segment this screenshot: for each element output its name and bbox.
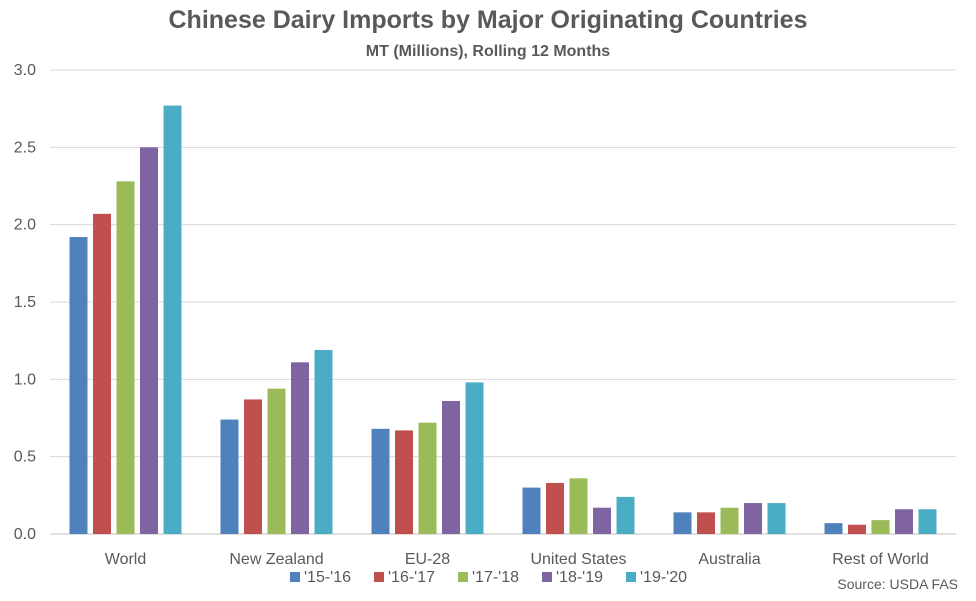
y-tick-label: 2.5 <box>14 139 36 156</box>
bar <box>291 362 309 534</box>
bar <box>744 503 762 534</box>
x-tick-label: United States <box>530 551 626 568</box>
bar <box>371 428 390 534</box>
y-tick-label: 3.0 <box>14 62 36 79</box>
bar <box>314 349 333 534</box>
bar <box>69 237 88 535</box>
legend-swatch <box>458 572 468 582</box>
legend-swatch <box>626 572 636 582</box>
bar <box>569 478 588 534</box>
legend-swatch <box>374 572 384 582</box>
legend-label: '18-'19 <box>556 569 603 586</box>
bar <box>163 105 182 534</box>
bar <box>848 524 866 534</box>
bar <box>546 482 564 534</box>
bar <box>93 213 111 534</box>
bar <box>244 399 262 534</box>
bar <box>465 382 484 534</box>
y-tick-label: 0.5 <box>14 449 36 466</box>
x-tick-label: New Zealand <box>229 551 323 568</box>
bar <box>697 512 715 534</box>
legend-swatch <box>290 572 300 582</box>
bar <box>918 509 937 534</box>
chart-subtitle: MT (Millions), Rolling 12 Months <box>365 43 611 60</box>
bar <box>720 507 739 534</box>
bar <box>522 487 541 534</box>
bar <box>593 507 611 534</box>
y-tick-label: 1.0 <box>14 371 36 388</box>
legend-label: '15-'16 <box>304 569 351 586</box>
bar <box>140 147 158 535</box>
x-tick-label: World <box>105 551 147 568</box>
x-tick-label: EU-28 <box>405 551 450 568</box>
bar <box>616 496 635 534</box>
y-tick-label: 2.0 <box>14 217 36 234</box>
x-tick-label: Australia <box>698 551 760 568</box>
bar <box>767 503 786 534</box>
bar <box>824 523 843 534</box>
bar <box>220 419 239 534</box>
bar <box>673 512 692 534</box>
bar <box>395 430 413 534</box>
bar <box>418 422 437 534</box>
x-tick-label: Rest of World <box>832 551 929 568</box>
legend-label: '17-'18 <box>472 569 519 586</box>
bar <box>871 520 890 534</box>
bar <box>442 400 460 534</box>
y-tick-label: 1.5 <box>14 294 36 311</box>
source-note: Source: USDA FAS <box>837 576 958 592</box>
legend-label: '16-'17 <box>388 569 435 586</box>
legend-label: '19-'20 <box>640 569 687 586</box>
y-tick-label: 0.0 <box>14 526 36 543</box>
bar <box>267 388 286 534</box>
legend-swatch <box>542 572 552 582</box>
bar <box>895 509 913 534</box>
bar <box>116 181 135 535</box>
chart-title: Chinese Dairy Imports by Major Originati… <box>168 6 808 34</box>
